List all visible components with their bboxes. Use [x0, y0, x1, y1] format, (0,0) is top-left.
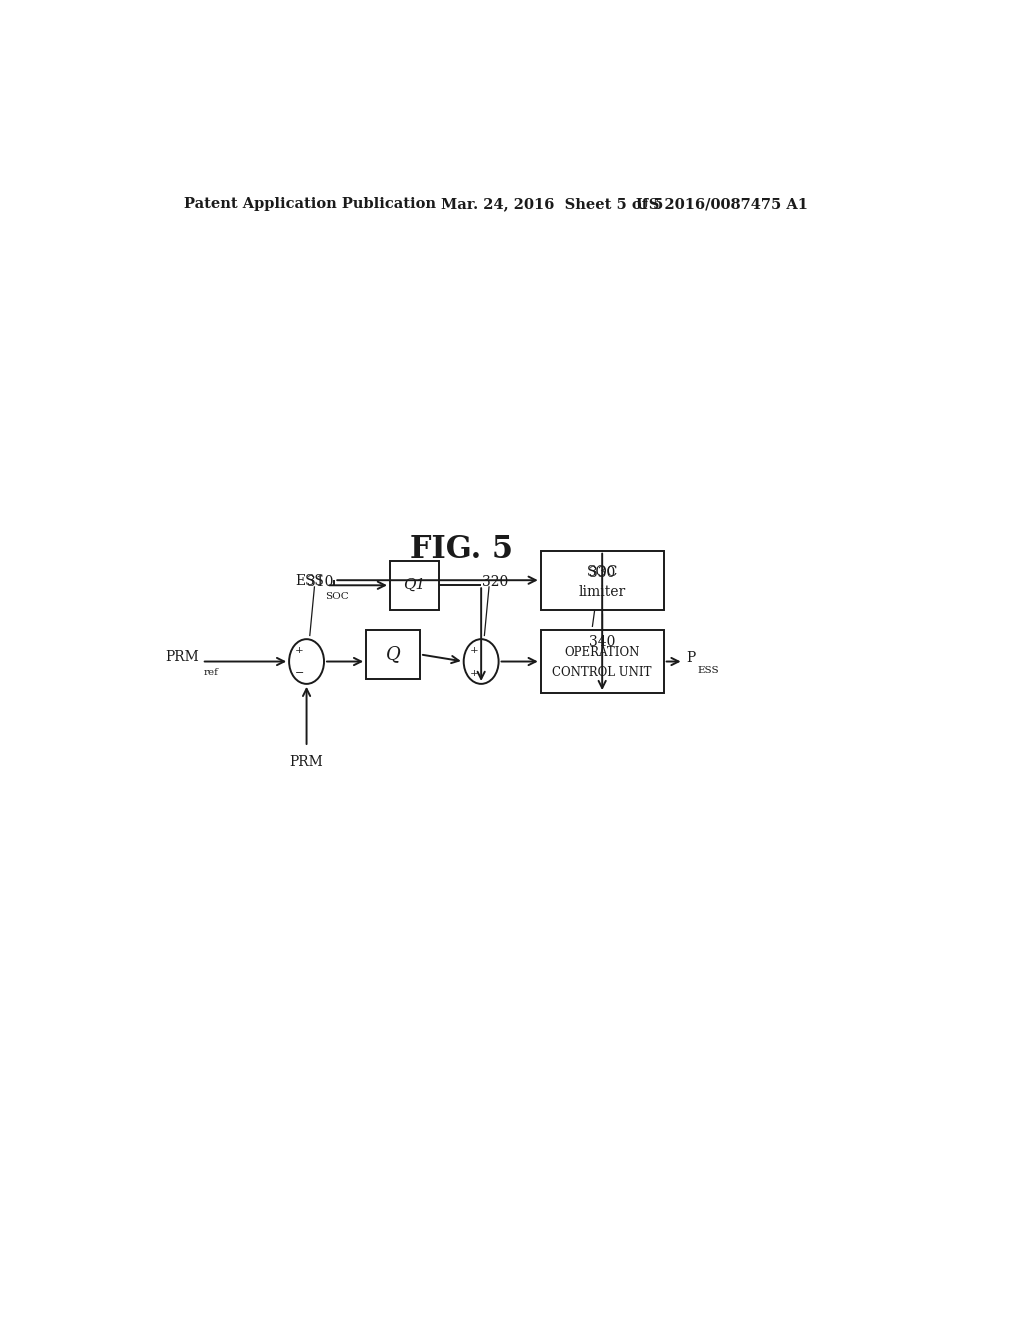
FancyBboxPatch shape	[541, 550, 664, 610]
Text: PRM: PRM	[290, 755, 324, 770]
Circle shape	[289, 639, 324, 684]
Text: US 2016/0087475 A1: US 2016/0087475 A1	[636, 197, 808, 211]
Text: 330: 330	[589, 566, 615, 579]
Text: ref: ref	[204, 668, 218, 677]
Text: ESS: ESS	[697, 667, 719, 675]
Text: 320: 320	[481, 576, 508, 589]
Text: Mar. 24, 2016  Sheet 5 of 5: Mar. 24, 2016 Sheet 5 of 5	[441, 197, 664, 211]
Text: ESS: ESS	[295, 574, 324, 589]
Text: PRM: PRM	[166, 651, 200, 664]
Text: +: +	[295, 647, 303, 655]
Text: Q: Q	[386, 645, 400, 664]
Text: SOC: SOC	[587, 565, 617, 579]
Text: SOC: SOC	[326, 591, 349, 601]
Circle shape	[464, 639, 499, 684]
Text: FIG. 5: FIG. 5	[410, 535, 513, 565]
Text: +: +	[469, 669, 478, 677]
Text: P: P	[686, 652, 695, 665]
Text: Patent Application Publication: Patent Application Publication	[183, 197, 435, 211]
Text: Q1: Q1	[403, 578, 426, 593]
FancyBboxPatch shape	[367, 630, 420, 678]
Text: −: −	[295, 668, 304, 678]
Text: limiter: limiter	[579, 585, 626, 599]
Text: 340: 340	[589, 635, 615, 649]
Text: CONTROL UNIT: CONTROL UNIT	[552, 665, 652, 678]
Text: 310: 310	[307, 576, 333, 589]
Text: +: +	[469, 647, 478, 655]
FancyBboxPatch shape	[390, 561, 439, 610]
Text: OPERATION: OPERATION	[564, 647, 640, 659]
FancyBboxPatch shape	[541, 630, 664, 693]
